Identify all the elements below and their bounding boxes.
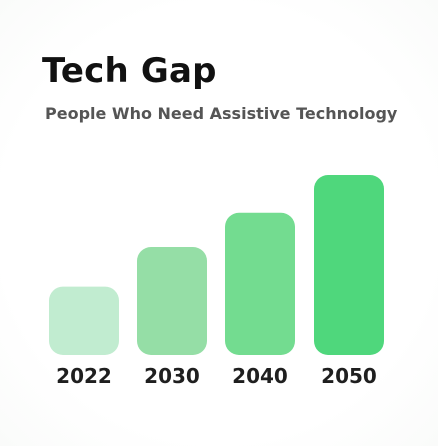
bar-2050 [314, 175, 384, 355]
bar-2030 [137, 247, 207, 355]
x-tick-label-2040: 2040 [232, 364, 288, 388]
x-tick-label-2050: 2050 [321, 364, 377, 388]
chart-title: Tech Gap [42, 51, 217, 91]
x-tick-label-2030: 2030 [144, 364, 200, 388]
bar-2022 [49, 286, 119, 355]
bar-2040 [225, 212, 295, 355]
chart-subtitle: People Who Need Assistive Technology [45, 104, 398, 123]
x-tick-label-2022: 2022 [56, 364, 112, 388]
